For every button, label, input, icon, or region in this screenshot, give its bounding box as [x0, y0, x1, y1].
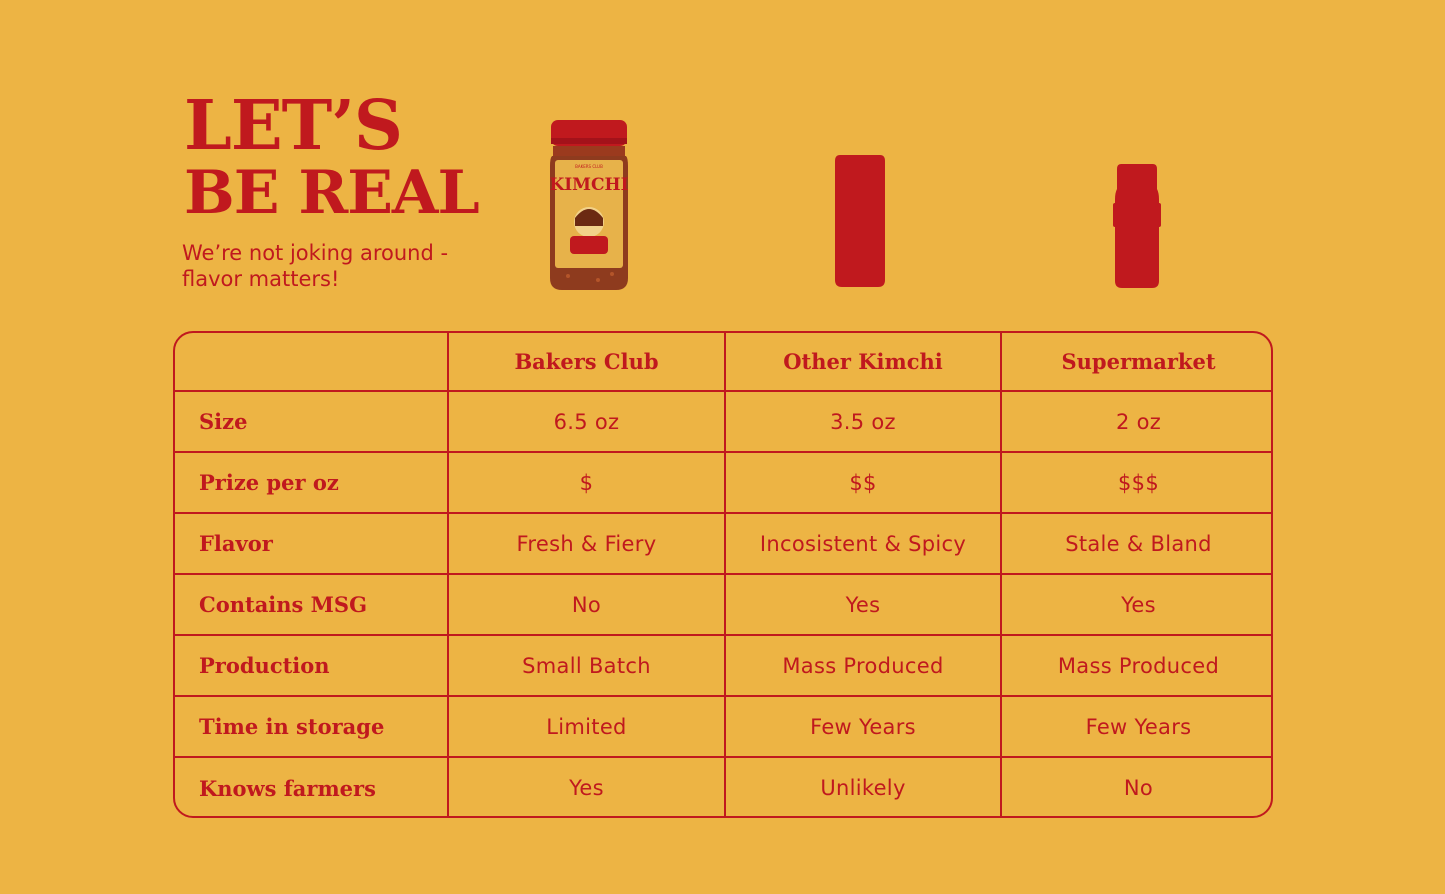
- cell-other-kimchi: $$: [724, 451, 1002, 514]
- jar-label-text: KIMCHI: [549, 175, 628, 195]
- row-label: Knows farmers: [175, 756, 449, 816]
- table-row: Prize per oz $ $$ $$$: [175, 451, 1271, 514]
- cell-bakers-club: 6.5 oz: [447, 391, 726, 453]
- row-label: Contains MSG: [175, 573, 449, 636]
- header-empty-cell: [175, 333, 449, 392]
- cell-bakers-club: Small Batch: [447, 634, 726, 697]
- cell-other-kimchi: Incosistent & Spicy: [724, 512, 1002, 575]
- table-row: Time in storage Limited Few Years Few Ye…: [175, 695, 1271, 758]
- cell-supermarket: No: [1000, 756, 1271, 816]
- table-row: Contains MSG No Yes Yes: [175, 573, 1271, 636]
- cell-supermarket: Stale & Bland: [1000, 512, 1271, 575]
- table-row: Size 6.5 oz 3.5 oz 2 oz: [175, 391, 1271, 453]
- headline-line-2: BE REAL: [184, 158, 480, 228]
- table-header-row: Bakers Club Other Kimchi Supermarket: [175, 333, 1271, 392]
- table-row: Knows farmers Yes Unlikely No: [175, 756, 1271, 816]
- table-row: Flavor Fresh & Fiery Incosistent & Spicy…: [175, 512, 1271, 575]
- cell-supermarket: Mass Produced: [1000, 634, 1271, 697]
- cell-supermarket: 2 oz: [1000, 391, 1271, 453]
- cell-other-kimchi: 3.5 oz: [724, 391, 1002, 453]
- cell-bakers-club: No: [447, 573, 726, 636]
- cell-other-kimchi: Unlikely: [724, 756, 1002, 816]
- comparison-table: Bakers Club Other Kimchi Supermarket Siz…: [173, 331, 1273, 818]
- tagline: We’re not joking around - flavor matters…: [182, 241, 449, 291]
- row-label: Time in storage: [175, 695, 449, 758]
- bakers-club-jar-image: BAKERS CLUB KIMCHI: [549, 120, 629, 290]
- jar-brand-text: BAKERS CLUB: [575, 164, 603, 169]
- cell-supermarket: Yes: [1000, 573, 1271, 636]
- row-label: Production: [175, 634, 449, 697]
- header-bakers-club: Bakers Club: [447, 333, 726, 392]
- cell-supermarket: $$$: [1000, 451, 1271, 514]
- cell-other-kimchi: Mass Produced: [724, 634, 1002, 697]
- row-label: Size: [175, 391, 449, 453]
- cell-bakers-club: Limited: [447, 695, 726, 758]
- cell-bakers-club: $: [447, 451, 726, 514]
- cell-other-kimchi: Few Years: [724, 695, 1002, 758]
- cell-bakers-club: Yes: [447, 756, 726, 816]
- cell-other-kimchi: Yes: [724, 573, 1002, 636]
- headline: LET’S BE REAL: [184, 86, 480, 228]
- other-kimchi-jar-silhouette: [835, 155, 885, 287]
- headline-line-1: LET’S: [184, 86, 403, 166]
- table-row: Production Small Batch Mass Produced Mas…: [175, 634, 1271, 697]
- supermarket-jar-silhouette: [1113, 164, 1161, 288]
- cell-supermarket: Few Years: [1000, 695, 1271, 758]
- row-label: Prize per oz: [175, 451, 449, 514]
- row-label: Flavor: [175, 512, 449, 575]
- header-supermarket: Supermarket: [1000, 333, 1271, 392]
- cell-bakers-club: Fresh & Fiery: [447, 512, 726, 575]
- header-other-kimchi: Other Kimchi: [724, 333, 1002, 392]
